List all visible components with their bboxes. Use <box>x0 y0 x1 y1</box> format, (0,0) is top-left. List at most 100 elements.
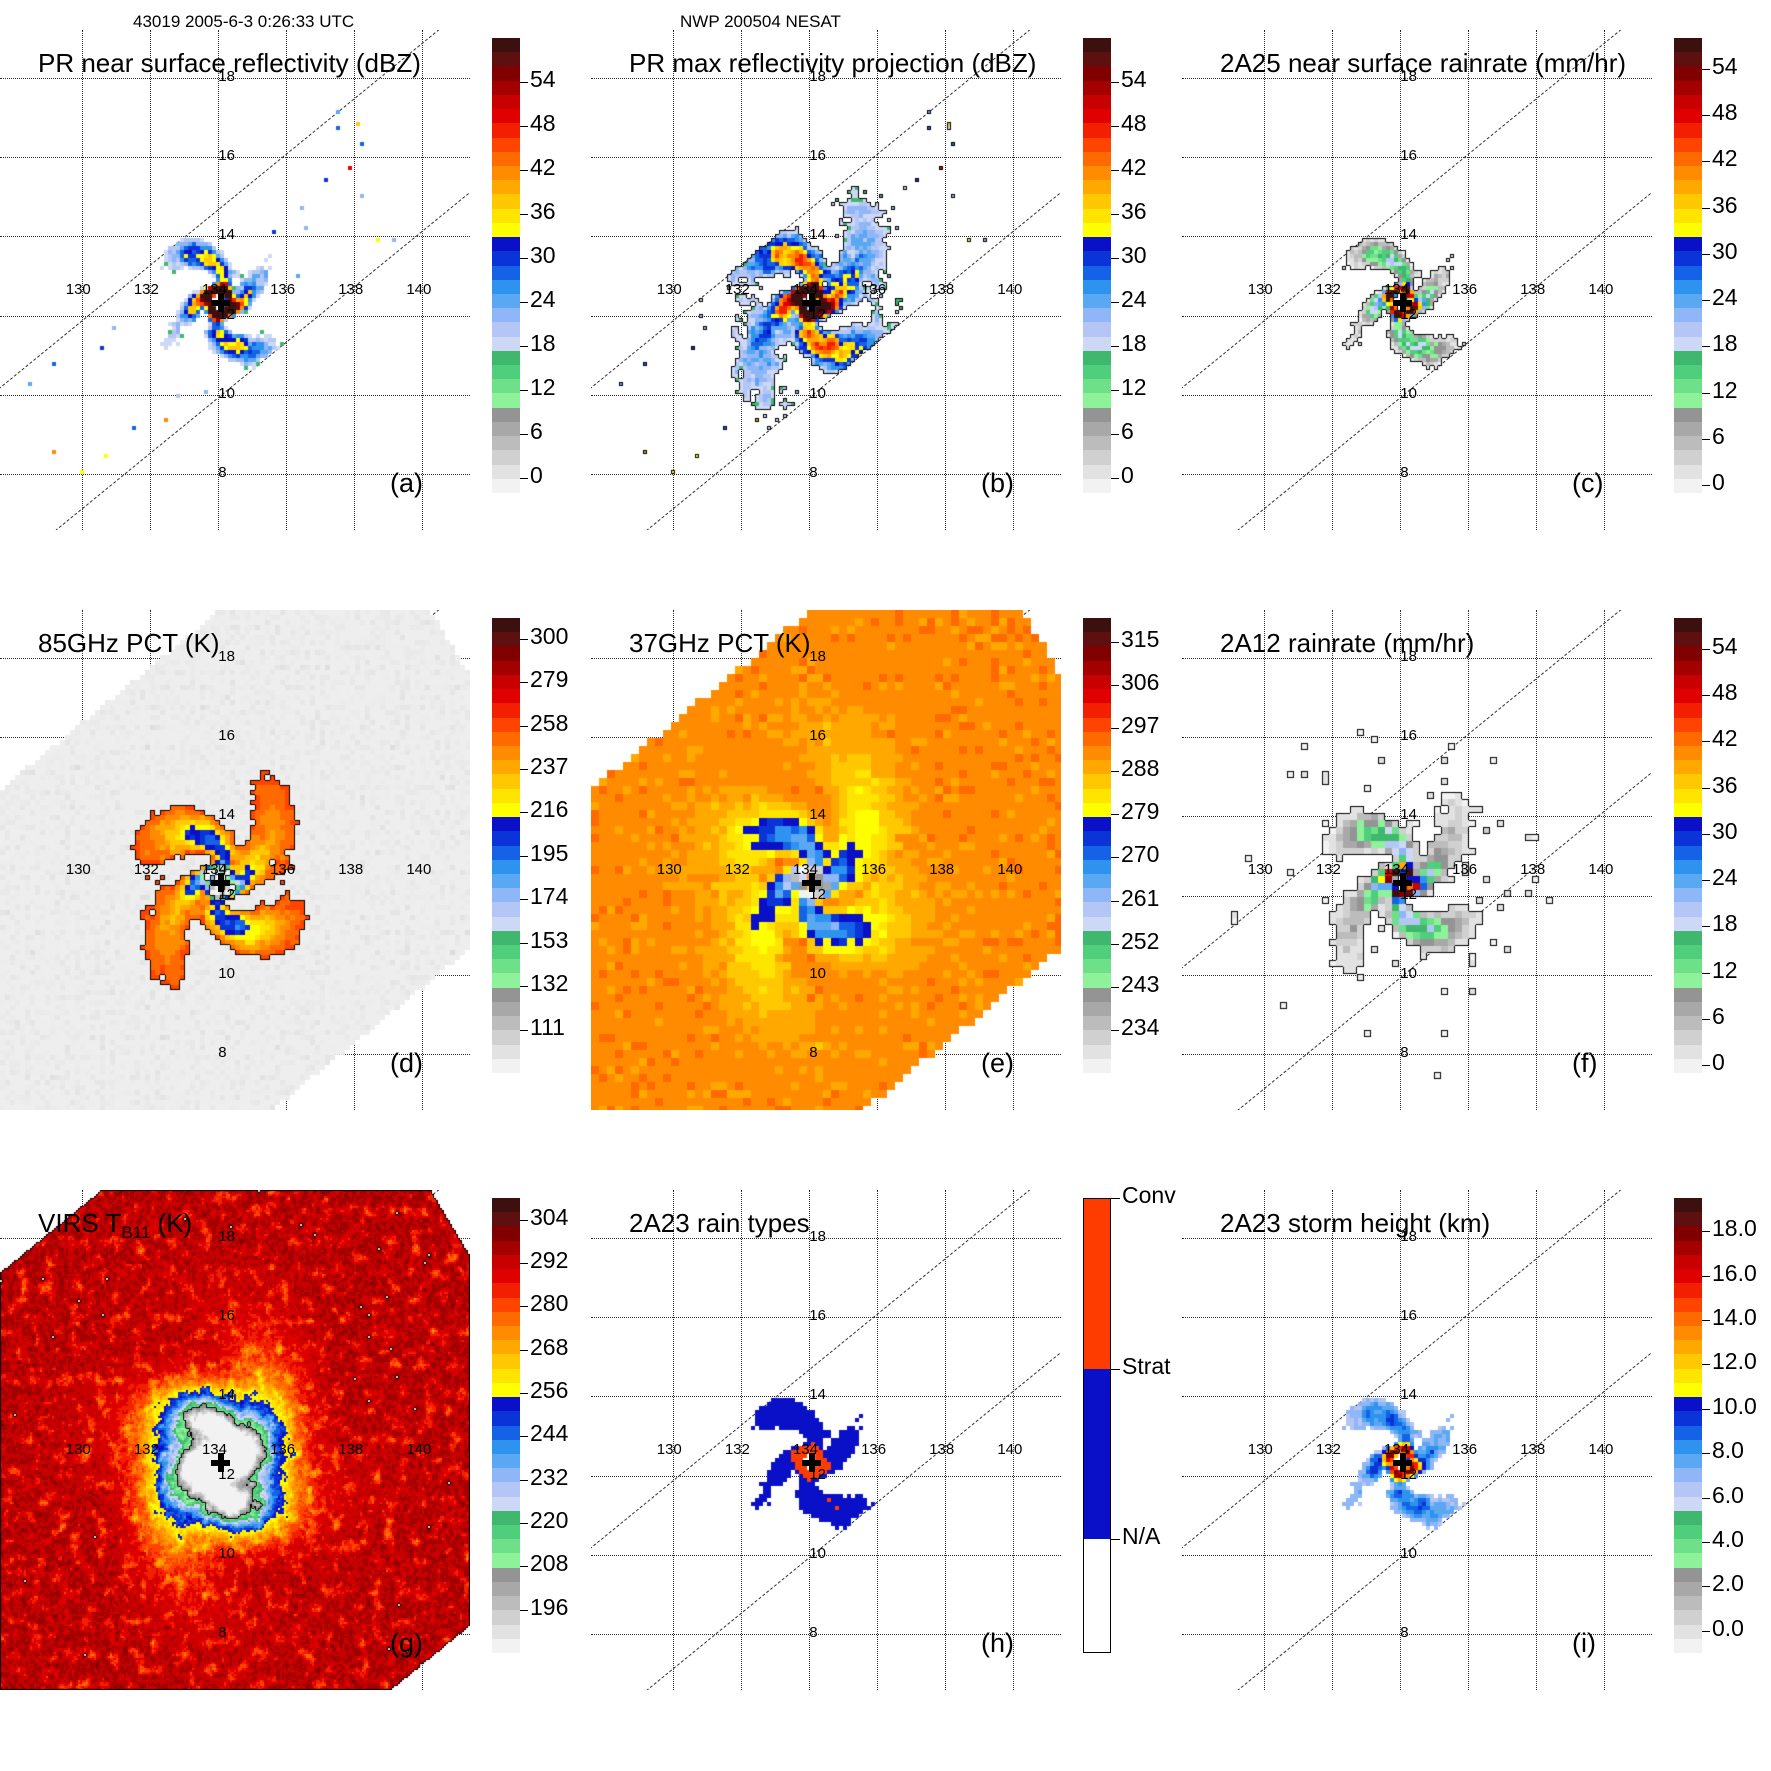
lon-label-132: 132 <box>133 1440 159 1458</box>
colorbar-label-i-3: 6.0 <box>1712 1481 1744 1508</box>
colorbar-tick-e-2 <box>1111 943 1119 945</box>
colorbar-segment-7 <box>1083 379 1111 394</box>
colorbar-segment-18 <box>492 802 520 818</box>
colorbar-tick-c-6 <box>1702 207 1710 209</box>
storm-center-marker <box>1392 292 1412 312</box>
colorbar-segment-20 <box>1083 774 1111 789</box>
colorbar-segment-24 <box>492 137 520 152</box>
panel-title-a: PR near surface reflectivity (dBZ) <box>38 48 421 78</box>
colorbar-segment-15 <box>1674 1425 1702 1440</box>
colorbar-segment-9 <box>492 350 520 366</box>
colorbar-tick-b-1 <box>1111 434 1119 436</box>
colorbar-tick-d-7 <box>520 725 528 727</box>
lon-label-140: 140 <box>1588 1440 1614 1458</box>
colorbar-tick-d-5 <box>520 812 528 814</box>
colorbar-i[interactable] <box>1674 1198 1702 1653</box>
colorbar-label-a-0: 0 <box>530 462 543 489</box>
colorbar-segment-10 <box>492 1496 520 1511</box>
map-d[interactable]: 130 132 134 136 138 140 8 10 12 14 16 18 <box>0 610 470 1110</box>
colorbar-tick-i-9 <box>1702 1231 1710 1233</box>
panel-h: 130 132 134 136 138 140 8 10 12 14 16 18 2A23 rain t… <box>591 1184 1211 1690</box>
colorbar-segment-23 <box>492 731 520 746</box>
colorbar-label-a-2: 12 <box>530 374 556 401</box>
colorbar-segment-25 <box>1674 1283 1702 1298</box>
colorbar-tick-b-7 <box>1111 170 1119 172</box>
colorbar-segment-28 <box>492 660 520 675</box>
colorbar-segment-26 <box>492 109 520 124</box>
colorbar-segment-2 <box>1674 1610 1702 1625</box>
colorbar-segment-12 <box>1083 308 1111 323</box>
colorbar-tick-a-6 <box>520 214 528 216</box>
colorbar-label-d-8: 279 <box>530 666 569 693</box>
lon-label-140: 140 <box>406 1440 432 1458</box>
colorbar-e[interactable] <box>1083 618 1111 1073</box>
colorbar-segment-20 <box>492 1354 520 1369</box>
colorbar-tick-d-8 <box>520 682 528 684</box>
colorbar-segment-2 <box>1083 1030 1111 1045</box>
colorbar-segment-21 <box>492 1340 520 1355</box>
colorbar-h[interactable] <box>1083 1198 1111 1653</box>
map-b[interactable]: 130 132 134 136 138 140 8 10 12 14 16 18 <box>591 30 1061 530</box>
lon-label-130: 130 <box>65 860 91 878</box>
colorbar-label-a-1: 6 <box>530 418 543 445</box>
map-e[interactable]: 130 132 134 136 138 140 8 10 12 14 16 18 <box>591 610 1061 1110</box>
lon-label-138: 138 <box>1520 860 1546 878</box>
lat-label-10: 10 <box>218 965 235 983</box>
colorbar-label-c-1: 6 <box>1712 423 1725 450</box>
colorbar-g[interactable] <box>492 1198 520 1653</box>
colorbar-label-d-6: 237 <box>530 752 569 779</box>
colorbar-d[interactable] <box>492 618 520 1073</box>
panel-title-g: VIRS TB11 (K) <box>38 1208 192 1243</box>
colorbar-label-c-4: 24 <box>1712 284 1738 311</box>
map-c[interactable]: 130 132 134 136 138 140 8 10 12 14 16 18 <box>1182 30 1652 530</box>
lon-label-130: 130 <box>656 860 682 878</box>
map-i[interactable]: 130 132 134 136 138 140 8 10 12 14 16 18 <box>1182 1190 1652 1690</box>
lat-label-16: 16 <box>809 726 826 744</box>
colorbar-tick-g-9 <box>520 1219 528 1221</box>
colorbar-segment-14 <box>1083 859 1111 874</box>
panel-i: 130 132 134 136 138 140 8 10 12 14 16 18 2A23 storm … <box>1182 1190 1771 1690</box>
colorbar-tick-b-0 <box>1111 478 1119 480</box>
colorbar-segment-22 <box>1674 1325 1702 1341</box>
map-h[interactable]: 130 132 134 136 138 140 8 10 12 14 16 18 <box>591 1190 1061 1690</box>
colorbar-segment-21 <box>492 180 520 195</box>
colorbar-segment-27 <box>1674 94 1702 110</box>
colorbar-segment-2 <box>1083 450 1111 465</box>
colorbar-tick-e-5 <box>1111 814 1119 816</box>
lat-label-16: 16 <box>218 726 235 744</box>
lat-label-10: 10 <box>809 1545 826 1563</box>
lat-label-10: 10 <box>218 385 235 403</box>
lon-label-138: 138 <box>338 280 364 298</box>
lon-label-130: 130 <box>65 280 91 298</box>
colorbar-segment-27 <box>1083 674 1111 690</box>
colorbar-segment-9 <box>1674 1510 1702 1526</box>
colorbar-segment-2 <box>1674 1030 1702 1045</box>
colorbar-tick-d-4 <box>520 855 528 857</box>
colorbar-a[interactable] <box>492 38 520 493</box>
lat-label-8: 8 <box>1400 1044 1409 1062</box>
colorbar-segment-25 <box>1083 703 1111 718</box>
colorbar-segment-5 <box>492 1567 520 1582</box>
colorbar-segment-26 <box>1083 109 1111 124</box>
map-a[interactable]: 130 132 134 136 138 140 8 10 12 14 16 18 <box>0 30 470 530</box>
panel-title-f: 2A12 rainrate (mm/hr) <box>1220 628 1475 658</box>
colorbar-segment-27 <box>492 94 520 110</box>
colorbar-segment-30 <box>492 1212 520 1227</box>
colorbar-label-i-2: 4.0 <box>1712 1526 1744 1553</box>
colorbar-label-e-6: 288 <box>1121 755 1160 782</box>
colorbar-segment-11 <box>1674 322 1702 337</box>
colorbar-c[interactable] <box>1674 38 1702 493</box>
map-g[interactable]: 130 132 134 136 138 140 8 10 12 14 16 18 <box>0 1190 470 1690</box>
colorbar-tick-i-2 <box>1702 1542 1710 1544</box>
colorbar-segment-20 <box>1674 1354 1702 1369</box>
colorbar-segment-26 <box>1674 1269 1702 1284</box>
colorbar-segment-10 <box>1083 336 1111 351</box>
colorbar-label-i-4: 8.0 <box>1712 1437 1744 1464</box>
overpass-label: 43019 2005-6-3 0:26:33 UTC <box>133 12 355 31</box>
map-f[interactable]: 130 132 134 136 138 140 8 10 12 14 16 18 <box>1182 610 1652 1110</box>
colorbar-b[interactable] <box>1083 38 1111 493</box>
colorbar-segment-23 <box>1083 731 1111 746</box>
colorbar-tick-a-7 <box>520 170 528 172</box>
colorbar-tick-f-5 <box>1702 833 1710 835</box>
colorbar-f[interactable] <box>1674 618 1702 1073</box>
